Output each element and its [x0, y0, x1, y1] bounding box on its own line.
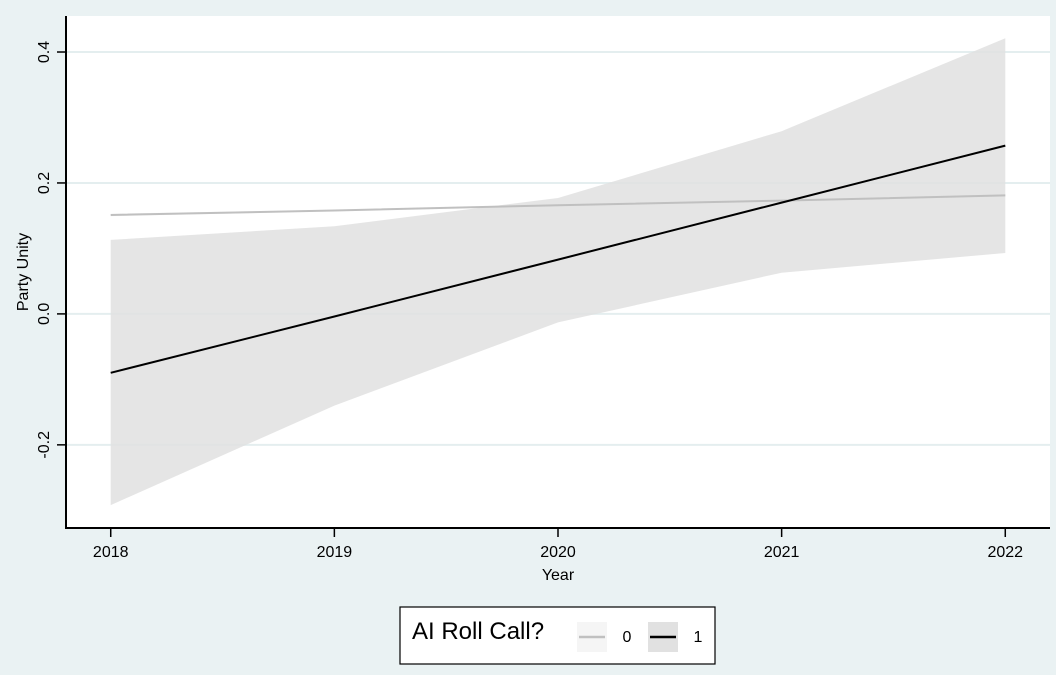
- y-tick-label: 0.4: [36, 41, 53, 63]
- y-tick-label: -0.2: [36, 431, 53, 459]
- y-tick-label: 0.0: [36, 303, 53, 325]
- x-tick-label: 2020: [540, 544, 576, 561]
- x-tick-label: 2022: [987, 544, 1023, 561]
- legend-label-0: 0: [623, 629, 632, 646]
- confidence-band-series-1: [110, 38, 1006, 506]
- series-line-1: [110, 144, 1006, 374]
- series-lines: [110, 144, 1006, 374]
- y-axis-label: Party Unity: [15, 233, 32, 311]
- legend-label-1: 1: [694, 629, 703, 646]
- y-tick-label: 0.2: [36, 172, 53, 194]
- x-tick-label: 2019: [317, 544, 353, 561]
- x-ticks: 2018 2019 2020 2021 2022: [93, 528, 1023, 561]
- x-tick-label: 2021: [764, 544, 800, 561]
- y-ticks: -0.2 0.0 0.2 0.4: [36, 41, 66, 459]
- legend: AI Roll Call? 0 1: [399, 606, 716, 665]
- x-tick-label: 2018: [93, 544, 129, 561]
- series-line-0: [110, 194, 1006, 216]
- x-axis-label: Year: [542, 567, 575, 584]
- legend-title: AI Roll Call?: [412, 618, 544, 645]
